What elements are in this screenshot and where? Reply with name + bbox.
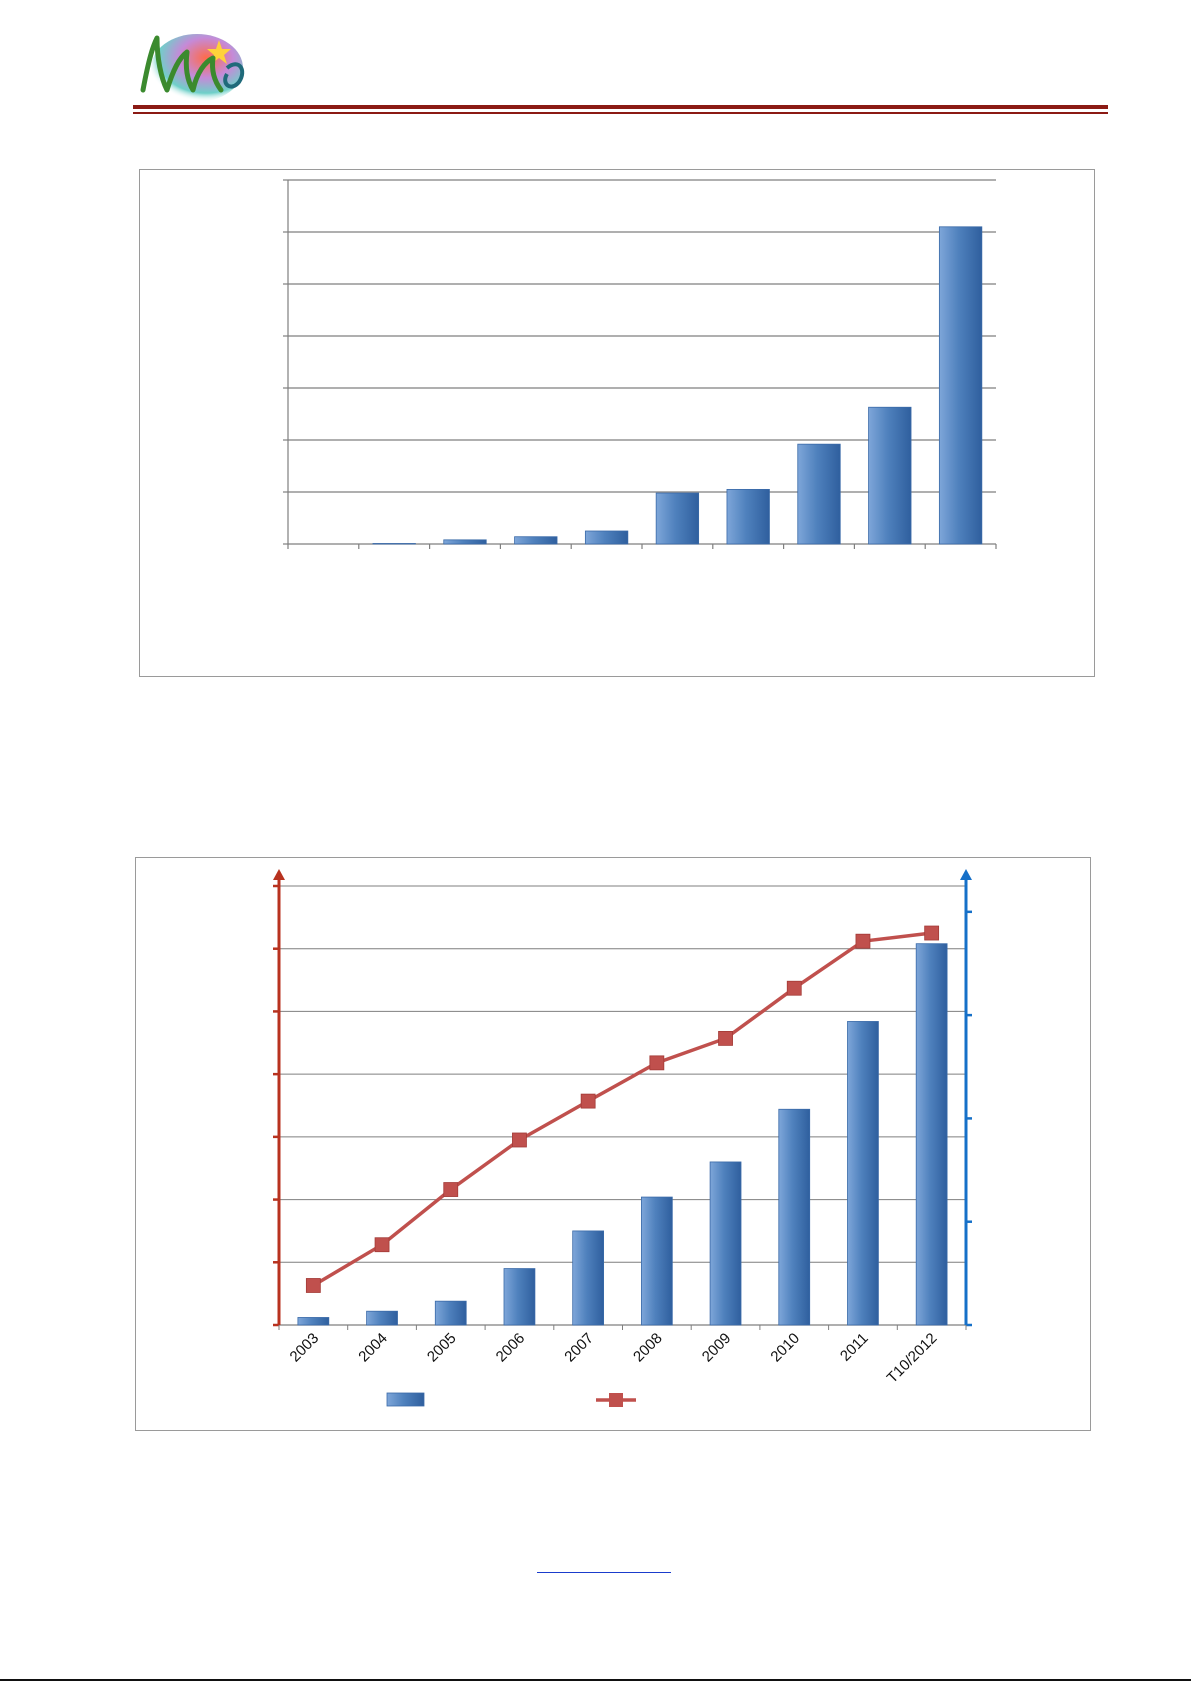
- header-rule-thin: [133, 112, 1108, 114]
- x-tick-label: 2009: [699, 1330, 735, 1366]
- bar: [868, 406, 912, 545]
- bar-chart: [283, 179, 997, 549]
- bar: [434, 1300, 467, 1326]
- bar: [726, 488, 770, 545]
- x-tick-label: 2004: [355, 1330, 391, 1366]
- right-axis-arrow-icon: [960, 869, 972, 880]
- x-tick-label: 2006: [493, 1330, 529, 1366]
- line-marker: [649, 1055, 665, 1071]
- line-marker: [443, 1182, 459, 1197]
- combo-chart: 2003 2004 2005 2006 2007 2008 2009 2010 2011 T10/…: [273, 869, 972, 1407]
- bar: [915, 943, 948, 1326]
- combo-chart-panel: 2003 2004 2005 2006 2007 2008 2009 2010 2011 T10/…: [135, 857, 1091, 1431]
- line-marker: [580, 1093, 596, 1109]
- bar: [366, 1310, 398, 1326]
- bar: [514, 536, 558, 545]
- page-link[interactable]: [537, 1552, 671, 1573]
- bar: [847, 1021, 879, 1326]
- x-tick-label: 2010: [767, 1330, 803, 1366]
- line-marker: [374, 1237, 390, 1253]
- bar: [709, 1161, 742, 1326]
- line-series: [312, 931, 932, 1287]
- x-tick-label: 2003: [287, 1330, 323, 1366]
- x-tick-label: 2007: [561, 1330, 597, 1366]
- bar: [640, 1196, 673, 1326]
- x-tick-label: 2011: [837, 1330, 872, 1365]
- bar: [778, 1108, 811, 1326]
- left-axis-arrow-icon: [273, 869, 285, 880]
- x-tick-label: 2008: [630, 1330, 666, 1366]
- bar-chart-panel: [139, 169, 1095, 677]
- bar: [655, 492, 700, 545]
- line-marker: [718, 1030, 733, 1046]
- line-marker: [512, 1132, 527, 1148]
- legend-bar-swatch: [386, 1392, 425, 1407]
- legend-line-marker: [609, 1393, 623, 1407]
- bar: [297, 1317, 330, 1326]
- footer-rule: [0, 1679, 1191, 1681]
- line-marker: [786, 980, 802, 996]
- bar: [797, 443, 841, 545]
- line-marker: [305, 1278, 321, 1293]
- logo-emblem-icon: [135, 28, 250, 110]
- bar: [584, 530, 629, 545]
- x-tick-label: 2005: [424, 1330, 460, 1366]
- bar: [443, 539, 487, 545]
- bar: [938, 226, 983, 545]
- line-marker: [855, 933, 871, 949]
- line-marker: [924, 925, 940, 941]
- bar: [572, 1230, 605, 1326]
- header-rule-thick: [133, 105, 1108, 109]
- bar: [503, 1268, 536, 1326]
- bar: [372, 543, 416, 545]
- x-tick-label: T10/2012: [884, 1330, 941, 1387]
